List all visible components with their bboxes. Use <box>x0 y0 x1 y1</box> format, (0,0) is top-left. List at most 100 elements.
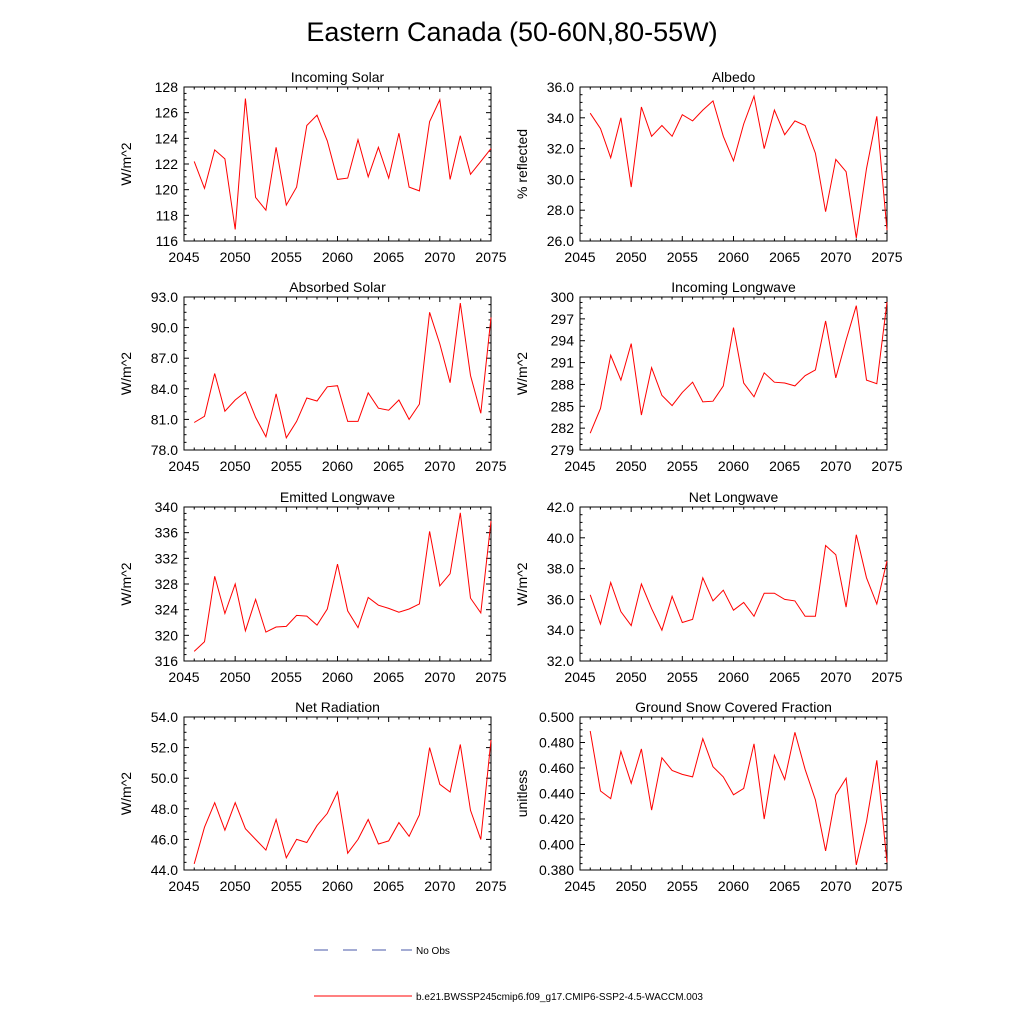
y-tick-label: 122 <box>155 156 179 172</box>
x-tick-label: 2055 <box>271 249 302 265</box>
panel-4: Incoming Longwave W/m^2 2045 2050 2055 2060 20… <box>514 279 903 474</box>
y-tick-label: 118 <box>156 207 179 223</box>
series-line <box>589 534 888 632</box>
x-tick-label: 2060 <box>322 249 353 265</box>
y-tick-label: 128 <box>155 79 179 95</box>
legend-label-no-obs: No Obs <box>416 946 450 957</box>
x-tick-label: 2070 <box>820 669 851 685</box>
series-line <box>589 302 888 434</box>
x-tick-label: 2055 <box>271 669 302 685</box>
y-axis-label: W/m^2 <box>118 352 134 395</box>
x-tick-label: 2065 <box>373 669 404 685</box>
plot-frame <box>579 296 888 451</box>
y-tick-label: 54.0 <box>151 709 178 725</box>
y-tick-label: 291 <box>551 355 575 371</box>
y-tick-label: 87.0 <box>151 350 178 366</box>
plot-frame <box>183 86 492 242</box>
x-tick-label: 2065 <box>769 249 800 265</box>
x-tick-label: 2045 <box>564 249 595 265</box>
x-tick-label: 2055 <box>271 878 302 894</box>
figure-title: Eastern Canada (50-60N,80-55W) <box>306 17 717 47</box>
y-tick-label: 38.0 <box>547 561 574 577</box>
x-tick-label: 2075 <box>475 669 506 685</box>
x-tick-label: 2075 <box>475 249 506 265</box>
y-tick-label: 336 <box>155 525 179 541</box>
panel-title: Emitted Longwave <box>280 489 395 505</box>
y-tick-label: 116 <box>156 233 179 249</box>
panel-title: Albedo <box>712 69 756 85</box>
x-tick-label: 2050 <box>220 249 251 265</box>
y-tick-label: 316 <box>155 653 179 669</box>
x-tick-label: 2045 <box>168 669 199 685</box>
panel-title: Net Radiation <box>295 699 380 715</box>
y-tick-label: 48.0 <box>151 801 178 817</box>
y-tick-label: 46.0 <box>151 831 178 847</box>
x-tick-label: 2065 <box>769 669 800 685</box>
y-axis-label: W/m^2 <box>118 562 134 605</box>
x-tick-label: 2050 <box>220 878 251 894</box>
x-tick-label: 2065 <box>373 458 404 474</box>
y-axis-label: W/m^2 <box>514 352 530 395</box>
x-tick-label: 2060 <box>322 878 353 894</box>
y-tick-label: 126 <box>155 105 179 121</box>
x-tick-label: 2050 <box>616 878 647 894</box>
x-tick-label: 2075 <box>871 249 902 265</box>
x-tick-label: 2065 <box>769 878 800 894</box>
plot-frame <box>579 716 888 871</box>
y-axis-label: % reflected <box>514 129 530 199</box>
y-tick-label: 300 <box>551 289 575 305</box>
x-tick-label: 2075 <box>871 458 902 474</box>
y-tick-label: 340 <box>155 499 179 515</box>
y-axis-label: W/m^2 <box>118 772 134 815</box>
x-tick-label: 2070 <box>424 458 455 474</box>
x-tick-label: 2045 <box>168 878 199 894</box>
y-tick-label: 36.0 <box>547 79 574 95</box>
y-tick-label: 328 <box>155 576 179 592</box>
x-tick-label: 2045 <box>564 458 595 474</box>
panel-2: Albedo % reflected 2045 2050 2055 2060 2065 207… <box>514 69 903 265</box>
y-tick-label: 84.0 <box>151 381 178 397</box>
y-tick-label: 28.0 <box>547 202 574 218</box>
y-tick-label: 124 <box>155 130 179 146</box>
x-tick-label: 2075 <box>475 878 506 894</box>
y-tick-label: 81.0 <box>151 411 178 427</box>
x-tick-label: 2045 <box>168 249 199 265</box>
series-line <box>193 98 492 230</box>
panel-title: Ground Snow Covered Fraction <box>635 699 832 715</box>
y-tick-label: 288 <box>551 376 575 392</box>
y-tick-label: 26.0 <box>547 233 574 249</box>
x-tick-label: 2075 <box>475 458 506 474</box>
legend-item-model-run: b.e21.BWSSP245cmip6.f09_g17.CMIP6-SSP2-4… <box>314 992 703 1003</box>
y-tick-label: 50.0 <box>151 770 178 786</box>
y-tick-label: 297 <box>551 311 575 327</box>
y-tick-label: 0.420 <box>539 811 574 827</box>
legend-item-no-obs: No Obs <box>314 946 450 957</box>
x-tick-label: 2060 <box>322 669 353 685</box>
y-tick-label: 44.0 <box>151 862 178 878</box>
x-tick-label: 2055 <box>667 458 698 474</box>
y-tick-label: 30.0 <box>547 171 574 187</box>
y-tick-label: 40.0 <box>547 530 574 546</box>
y-tick-label: 0.380 <box>539 862 574 878</box>
x-tick-label: 2045 <box>564 878 595 894</box>
panel-title: Incoming Longwave <box>671 279 796 295</box>
x-tick-label: 2065 <box>373 878 404 894</box>
x-tick-label: 2050 <box>616 249 647 265</box>
y-tick-label: 34.0 <box>547 622 574 638</box>
panel-7: Net Radiation W/m^2 2045 2050 2055 2060 2065 20… <box>118 699 507 894</box>
plot-frame <box>579 506 888 662</box>
x-tick-label: 2055 <box>667 878 698 894</box>
x-tick-label: 2045 <box>168 458 199 474</box>
y-tick-label: 324 <box>155 602 179 618</box>
x-tick-label: 2055 <box>271 458 302 474</box>
y-tick-label: 279 <box>551 442 575 458</box>
plot-frame <box>183 506 492 662</box>
y-tick-label: 42.0 <box>547 499 574 515</box>
y-tick-label: 282 <box>551 420 575 436</box>
panel-5: Emitted Longwave W/m^2 2045 2050 2055 2060 206… <box>118 489 507 685</box>
y-tick-label: 90.0 <box>151 320 178 336</box>
y-tick-label: 36.0 <box>547 591 574 607</box>
x-tick-label: 2075 <box>871 878 902 894</box>
panel-1: Incoming Solar W/m^2 2045 2050 2055 2060 2065 2… <box>118 69 507 265</box>
